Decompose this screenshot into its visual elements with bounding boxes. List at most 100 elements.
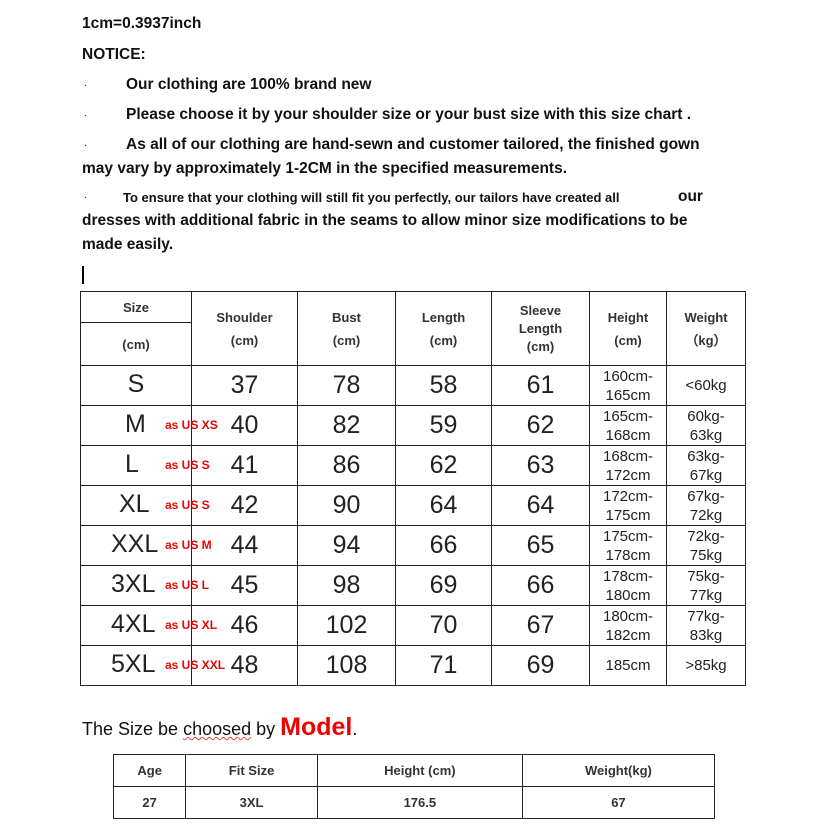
weight-cell: 77kg- 83kg bbox=[666, 605, 746, 646]
bullet: · bbox=[84, 140, 88, 151]
header-weight: Weight （kg） bbox=[666, 291, 746, 366]
size-cell: XXL as US M bbox=[80, 525, 212, 566]
us-size-equivalent: as US XL bbox=[165, 618, 218, 632]
weight-cell: 72kg- 75kg bbox=[666, 525, 746, 566]
length-cell: 69 bbox=[395, 565, 492, 606]
length-cell: 58 bbox=[395, 365, 492, 406]
bust-cell: 82 bbox=[297, 405, 396, 446]
notice-title: NOTICE: bbox=[82, 46, 146, 63]
weight-cell: <60kg bbox=[666, 365, 746, 406]
size-chart-table: Size Shoulder (cm) Bust (cm) Length (cm) Sl… bbox=[80, 291, 746, 686]
notice-4: To ensure that your clothing will still … bbox=[123, 190, 620, 205]
height-cell: 172cm- 175cm bbox=[589, 485, 667, 526]
model-header-weight: Weight(kg) bbox=[521, 754, 716, 787]
shoulder-cell: 46 bbox=[191, 605, 298, 646]
weight-cell: 60kg- 63kg bbox=[666, 405, 746, 446]
conversion-note: 1cm=0.3937inch bbox=[82, 15, 202, 32]
model-weight: 67 bbox=[521, 786, 716, 819]
height-cell: 178cm- 180cm bbox=[589, 565, 667, 606]
header-height: Height (cm) bbox=[589, 291, 667, 366]
bust-cell: 78 bbox=[297, 365, 396, 406]
us-size-equivalent: as US S bbox=[165, 498, 210, 512]
weight-cell: >85kg bbox=[666, 645, 746, 686]
notice-3: As all of our clothing are hand-sewn and… bbox=[126, 136, 700, 153]
notice-4d: made easily. bbox=[82, 236, 174, 253]
us-size-equivalent: as US L bbox=[165, 578, 210, 592]
shoulder-cell: 41 bbox=[191, 445, 298, 486]
model-header-height: Height (cm) bbox=[316, 754, 523, 787]
sleeve-cell: 65 bbox=[491, 525, 590, 566]
size-cell: XL as US S bbox=[80, 485, 210, 526]
sleeve-cell: 62 bbox=[491, 405, 590, 446]
model-height: 176.5 bbox=[316, 786, 523, 819]
model-header-age: Age bbox=[112, 754, 187, 787]
size-row: S 37 78 58 61 160cm- 165cm <60kg bbox=[80, 365, 746, 406]
sleeve-cell: 69 bbox=[491, 645, 590, 686]
length-cell: 71 bbox=[395, 645, 492, 686]
bullet: · bbox=[84, 80, 88, 91]
header-size-unit: (cm) bbox=[80, 322, 192, 366]
size-row: 5XL as US XXL 48 108 71 69 185cm >85kg bbox=[80, 645, 746, 686]
model-table: Age Fit Size Height (cm) Weight(kg) 27 3XL 17… bbox=[112, 754, 716, 819]
shoulder-cell: 37 bbox=[191, 365, 298, 406]
header-sleeve-length: Sleeve Length (cm) bbox=[491, 291, 590, 366]
notice-4c: dresses with additional fabric in the se… bbox=[82, 212, 688, 229]
sleeve-cell: 61 bbox=[491, 365, 590, 406]
header-bust: Bust (cm) bbox=[297, 291, 396, 366]
shoulder-cell: 40 bbox=[191, 405, 298, 446]
size-cell: 4XL as US XL bbox=[80, 605, 217, 646]
height-cell: 180cm- 182cm bbox=[589, 605, 667, 646]
height-cell: 165cm- 168cm bbox=[589, 405, 667, 446]
sleeve-cell: 64 bbox=[491, 485, 590, 526]
length-cell: 70 bbox=[395, 605, 492, 646]
length-cell: 59 bbox=[395, 405, 492, 446]
size-cell: 5XL as US XXL bbox=[80, 645, 225, 686]
height-cell: 175cm- 178cm bbox=[589, 525, 667, 566]
bust-cell: 90 bbox=[297, 485, 396, 526]
weight-cell: 75kg- 77kg bbox=[666, 565, 746, 606]
size-row: XL as US S 42 90 64 64 172cm- 175cm 67kg- 7… bbox=[80, 485, 746, 526]
weight-cell: 63kg- 67kg bbox=[666, 445, 746, 486]
length-cell: 62 bbox=[395, 445, 492, 486]
model-fit-size: 3XL bbox=[185, 786, 318, 819]
bullet: · bbox=[84, 110, 88, 121]
size-row: XXL as US M 44 94 66 65 175cm- 178cm 72kg-… bbox=[80, 525, 746, 566]
us-size-equivalent: as US XS bbox=[165, 418, 218, 432]
size-row: 4XL as US XL 46 102 70 67 180cm- 182cm 77k… bbox=[80, 605, 746, 646]
bust-cell: 86 bbox=[297, 445, 396, 486]
sleeve-cell: 66 bbox=[491, 565, 590, 606]
bust-cell: 108 bbox=[297, 645, 396, 686]
bust-cell: 102 bbox=[297, 605, 396, 646]
header-shoulder: Shoulder (cm) bbox=[191, 291, 298, 366]
size-row: 3XL as US L 45 98 69 66 178cm- 180cm 75kg-… bbox=[80, 565, 746, 606]
model-age: 27 bbox=[112, 786, 187, 819]
notice-3b: may vary by approximately 1-2CM in the s… bbox=[82, 160, 567, 177]
sleeve-cell: 67 bbox=[491, 605, 590, 646]
sleeve-cell: 63 bbox=[491, 445, 590, 486]
notice-1: Our clothing are 100% brand new bbox=[126, 76, 372, 93]
bust-cell: 94 bbox=[297, 525, 396, 566]
us-size-equivalent: as US XXL bbox=[165, 658, 226, 672]
header-size: Size bbox=[80, 291, 192, 323]
weight-cell: 67kg- 72kg bbox=[666, 485, 746, 526]
notice-2: Please choose it by your shoulder size o… bbox=[126, 106, 692, 123]
size-cell: 3XL as US L bbox=[80, 565, 209, 606]
text-cursor bbox=[82, 266, 84, 284]
bullet: · bbox=[84, 192, 88, 203]
length-cell: 64 bbox=[395, 485, 492, 526]
length-cell: 66 bbox=[395, 525, 492, 566]
height-cell: 185cm bbox=[589, 645, 667, 686]
bust-cell: 98 bbox=[297, 565, 396, 606]
us-size-equivalent: as US M bbox=[165, 538, 212, 552]
model-caption: The Size be choosed by Model. bbox=[82, 713, 358, 741]
us-size-equivalent: as US S bbox=[165, 458, 210, 472]
size-cell: S bbox=[80, 365, 192, 406]
header-length: Length (cm) bbox=[395, 291, 492, 366]
height-cell: 168cm- 172cm bbox=[589, 445, 667, 486]
shoulder-cell: 42 bbox=[191, 485, 298, 526]
